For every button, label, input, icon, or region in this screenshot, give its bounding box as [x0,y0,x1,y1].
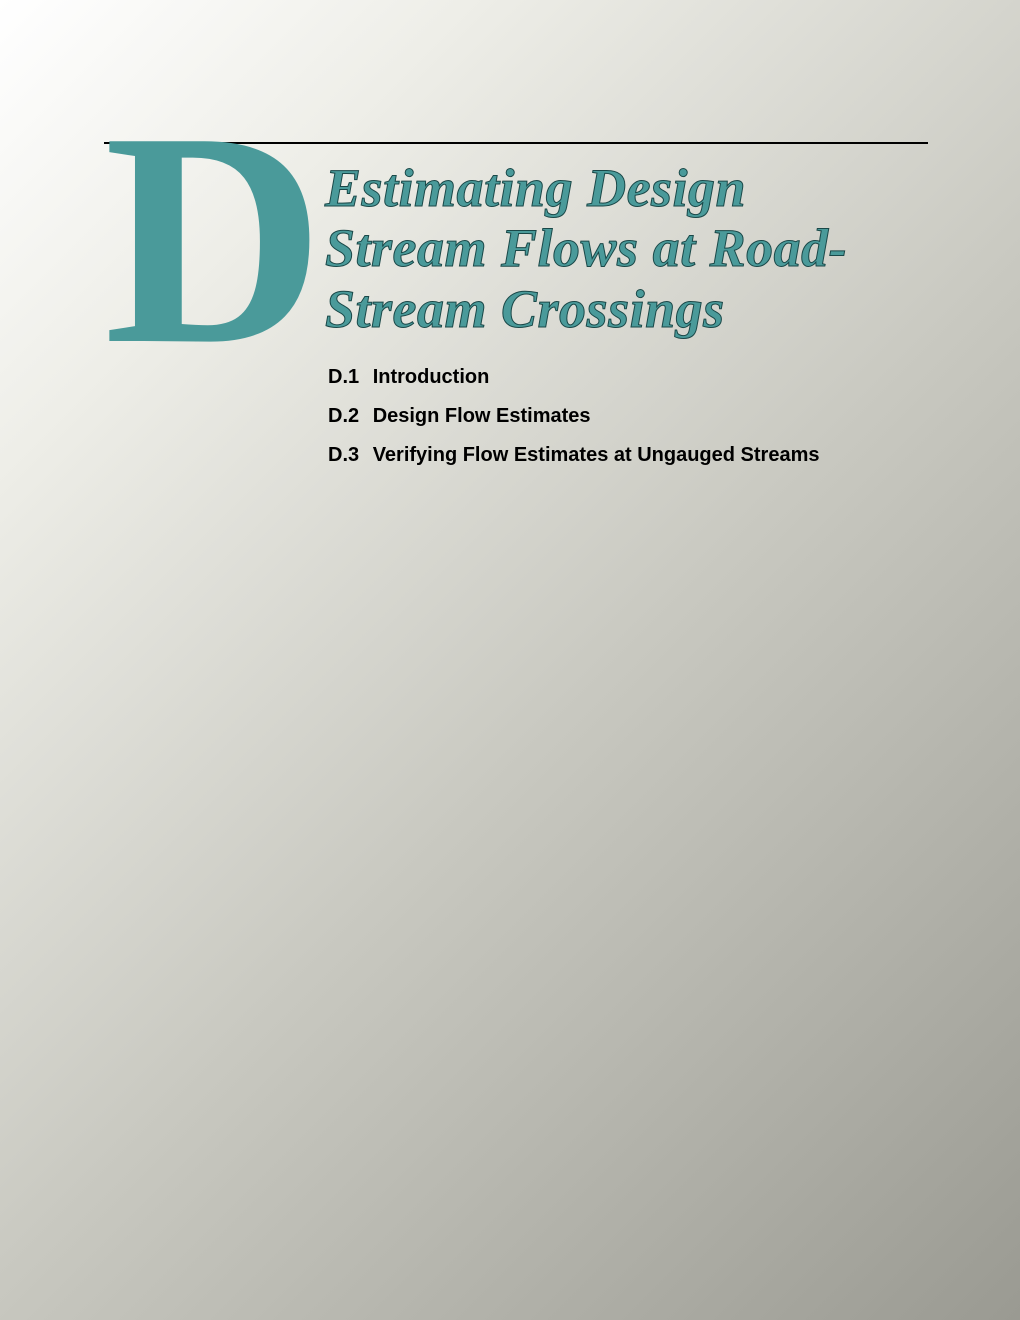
toc-number: D.1 [328,366,359,389]
toc-label: Verifying Flow Estimates at Ungauged Str… [373,444,820,466]
toc-entry: D.3 Verifying Flow Estimates at Ungauged… [328,444,928,467]
chapter-title: Estimating Design Stream Flows at Road- … [325,158,928,339]
drop-cap-letter: D [104,120,306,358]
title-line-1: Estimating Design [325,158,928,218]
toc-number: D.2 [328,405,359,428]
toc-entry: D.1 Introduction [328,366,928,389]
toc-number: D.3 [328,444,359,467]
toc-label: Introduction [373,366,490,388]
table-of-contents: D.1 Introduction D.2 Design Flow Estimat… [328,366,928,483]
toc-entry: D.2 Design Flow Estimates [328,405,928,428]
title-line-2: Stream Flows at Road- [325,218,928,278]
title-line-3: Stream Crossings [325,279,928,339]
toc-label: Design Flow Estimates [373,405,591,427]
